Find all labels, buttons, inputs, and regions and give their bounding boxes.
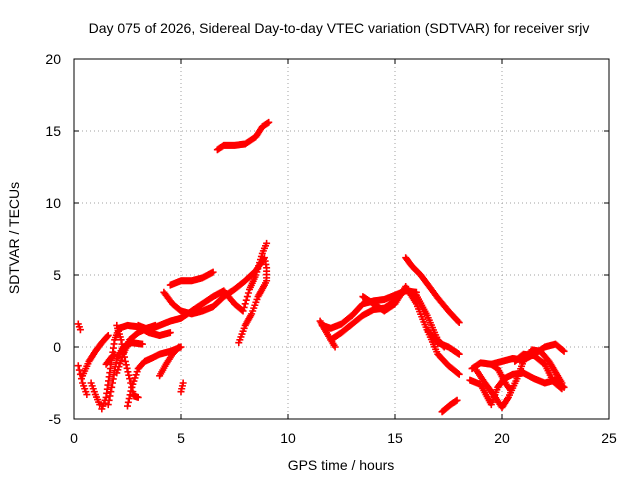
data-markers xyxy=(74,118,568,416)
y-axis-label: SDTVAR / TECUs xyxy=(6,182,22,294)
axis-ticks xyxy=(73,58,610,420)
series-track-14 xyxy=(87,379,104,409)
y-tick-label: -5 xyxy=(49,411,62,427)
data-point xyxy=(106,392,114,400)
data-point xyxy=(122,361,130,369)
data-point xyxy=(110,351,118,359)
series-track-24 xyxy=(438,396,461,416)
data-point xyxy=(125,371,133,379)
x-tick-labels: 0 5 10 15 20 25 xyxy=(70,430,617,446)
data-point xyxy=(124,398,132,406)
data-point xyxy=(105,396,113,404)
series-track-29 xyxy=(487,360,515,394)
y-tick-label: 15 xyxy=(45,123,61,139)
data-point xyxy=(454,317,462,325)
data-point xyxy=(83,391,91,399)
data-point xyxy=(453,396,461,404)
data-point xyxy=(138,340,146,348)
series-track-10 xyxy=(104,339,146,409)
data-point xyxy=(454,369,462,377)
series-track-16 xyxy=(156,343,183,380)
data-point xyxy=(175,343,183,351)
data-point xyxy=(243,293,251,301)
series-track-2 xyxy=(166,268,217,289)
data-point xyxy=(244,289,252,297)
data-point xyxy=(505,385,513,393)
series-track-12 xyxy=(74,320,84,334)
data-point xyxy=(123,364,131,372)
data-point xyxy=(265,118,273,126)
data-point xyxy=(103,333,111,341)
y-tick-label: 10 xyxy=(45,195,61,211)
series-track-22 xyxy=(402,254,463,327)
data-point xyxy=(263,277,271,285)
data-point xyxy=(559,346,567,354)
data-point xyxy=(104,331,112,339)
series-track-23 xyxy=(423,326,463,358)
y-tick-label: 0 xyxy=(53,339,61,355)
data-point xyxy=(125,395,133,403)
data-point xyxy=(108,383,116,391)
data-point xyxy=(126,391,134,399)
series-track-11 xyxy=(79,331,112,380)
data-point xyxy=(96,401,104,409)
data-point xyxy=(111,350,119,358)
series-track-27 xyxy=(472,346,566,411)
series-track-13 xyxy=(74,362,91,399)
grid-lines xyxy=(74,59,609,419)
data-point xyxy=(76,370,84,378)
y-tick-label: 5 xyxy=(53,267,61,283)
data-point xyxy=(239,307,247,315)
x-axis-label: GPS time / hours xyxy=(288,457,395,473)
data-point xyxy=(74,362,82,370)
data-point xyxy=(455,350,463,358)
data-point xyxy=(104,401,112,409)
data-point xyxy=(76,326,84,334)
data-point xyxy=(263,239,271,247)
data-point xyxy=(455,319,463,327)
series-track-15 xyxy=(102,350,119,368)
data-point xyxy=(77,375,85,383)
data-point xyxy=(209,268,217,276)
series-track-1 xyxy=(213,118,273,154)
data-point xyxy=(560,347,568,355)
data-point xyxy=(507,386,515,394)
x-tick-label: 25 xyxy=(601,430,617,446)
data-point xyxy=(134,393,142,401)
data-point xyxy=(455,370,463,378)
data-point xyxy=(240,303,248,311)
data-point xyxy=(331,343,339,351)
x-tick-label: 10 xyxy=(280,430,296,446)
x-tick-label: 15 xyxy=(387,430,403,446)
data-point xyxy=(166,329,174,337)
y-tick-labels: -5 0 5 10 15 20 xyxy=(45,51,61,427)
data-point xyxy=(174,344,182,352)
data-point xyxy=(557,384,565,392)
y-tick-label: 20 xyxy=(45,51,61,67)
data-point xyxy=(75,366,83,374)
data-point xyxy=(127,387,135,395)
plot-frame xyxy=(73,58,610,420)
data-point xyxy=(558,385,566,393)
data-point xyxy=(107,388,115,396)
data-point xyxy=(121,357,129,365)
data-point xyxy=(124,368,132,376)
data-point xyxy=(117,336,125,344)
data-point xyxy=(241,300,249,308)
chart-title: Day 075 of 2026, Sidereal Day-to-day VTE… xyxy=(89,20,590,36)
data-point xyxy=(124,402,131,410)
series-track-28 xyxy=(511,350,566,393)
data-point xyxy=(179,379,187,387)
x-tick-label: 20 xyxy=(494,430,510,446)
series-track-21 xyxy=(359,283,463,378)
data-point xyxy=(504,395,512,403)
series-track-5 xyxy=(235,277,271,347)
x-tick-label: 0 xyxy=(70,430,78,446)
x-tick-label: 5 xyxy=(177,430,185,446)
data-point xyxy=(151,321,159,329)
data-point xyxy=(242,296,250,304)
series-track-17 xyxy=(177,379,187,396)
